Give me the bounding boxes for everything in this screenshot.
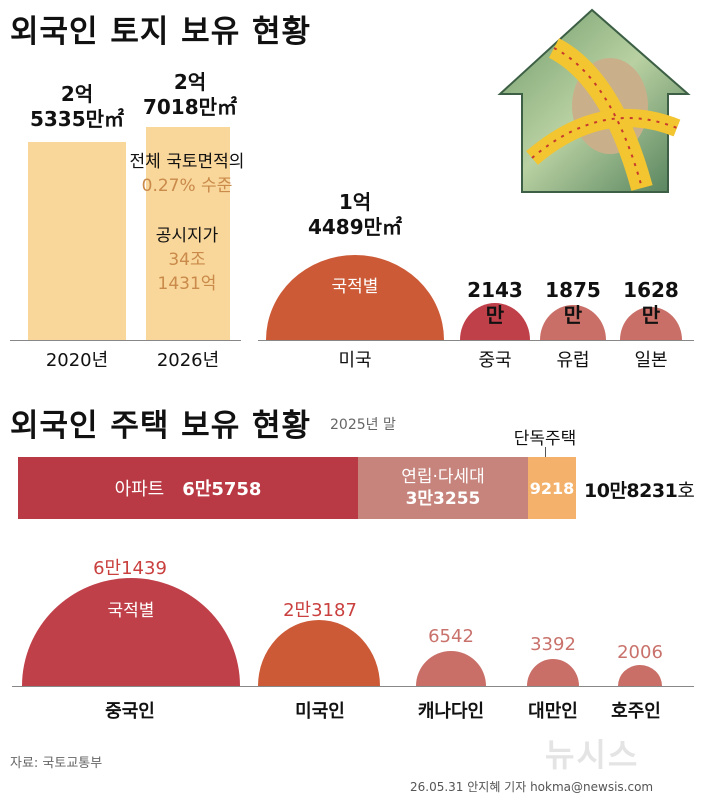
housing-axis-line (12, 686, 694, 687)
dome-house-taiwan (527, 659, 579, 686)
house-usa-value: 2만3187 (283, 600, 357, 621)
land-cat-usa: 미국 (338, 350, 372, 371)
credit-text: 26.05.31 안지혜 기자 hokma@newsis.com (410, 780, 654, 794)
house-taiwan-value: 3392 (530, 634, 576, 655)
land-cat-china: 중국 (478, 350, 512, 371)
segment-apartment-name: 아파트 (114, 479, 165, 500)
dome-land-usa (266, 255, 444, 340)
land-china-value: 2143만 (467, 278, 523, 327)
land-usa-value: 1억 4489만㎡ (300, 190, 410, 240)
annotation-price-1: 34조 (168, 250, 206, 270)
housing-total: 10만8231호 (584, 476, 695, 503)
bar-2020-value-line1: 2억 (60, 82, 94, 106)
segment-rowhouse-value: 3만3255 (405, 489, 481, 509)
land-title: 외국인 토지 보유 현황 (10, 14, 312, 50)
dome-house-usa (258, 620, 380, 686)
dome-house-canada (416, 651, 486, 686)
land-axis-line (10, 340, 241, 341)
detached-callout: 단독주택 (513, 429, 577, 449)
house-cat-canada: 캐나다인 (417, 701, 485, 722)
house-cat-china: 중국인 (105, 701, 155, 722)
bar-2026-value-line2: 7018만㎡ (142, 95, 238, 119)
house-australia-value: 2006 (617, 642, 663, 663)
segment-detached-value: 9218 (529, 478, 575, 498)
bar-2020-value-line2: 5335만㎡ (29, 107, 125, 131)
year-2026: 2026년 (156, 350, 220, 371)
housing-subtitle: 2025년 말 (330, 417, 396, 433)
land-nationality-label: 국적별 (331, 277, 379, 297)
annotation-line1: 전체 국토면적의 (129, 152, 245, 172)
newsis-logo: 뉴시스 (545, 736, 640, 774)
house-money-illustration (492, 8, 692, 198)
land-usa-value-line2: 4489만㎡ (307, 215, 403, 239)
housing-total-unit: 호 (677, 480, 695, 502)
land-cat-japan: 일본 (634, 350, 668, 371)
source-text: 자료: 국토교통부 (10, 756, 103, 771)
dome-house-china (22, 578, 240, 686)
bar-2026 (146, 127, 230, 340)
year-2020: 2020년 (45, 350, 109, 371)
annotation-share: 0.27% 수준 (141, 176, 233, 196)
land-annotation: 전체 국토면적의 0.27% 수준 공시지가 34조 1431억 (112, 150, 262, 296)
segment-apartment: 아파트 6만5758 (18, 457, 358, 519)
annotation-price-2: 1431억 (157, 274, 217, 294)
house-cat-usa: 미국인 (295, 701, 345, 722)
land-japan-value: 1628만 (623, 278, 679, 327)
bar-2026-value: 2억 7018만㎡ (140, 70, 240, 120)
land-europe-value: 1875만 (545, 278, 601, 327)
housing-nationality-label: 국적별 (107, 601, 155, 621)
house-cat-taiwan: 대만인 (528, 701, 578, 722)
land-usa-value-line1: 1억 (338, 190, 372, 214)
house-cat-australia: 호주인 (611, 701, 661, 722)
land-nationality-axis (258, 340, 694, 341)
segment-rowhouse: 연립·다세대 3만3255 (358, 457, 528, 519)
detached-callout-line (545, 447, 546, 459)
house-canada-value: 6542 (428, 626, 474, 647)
bar-2020-value: 2억 5335만㎡ (20, 82, 134, 132)
housing-total-value: 10만8231 (584, 480, 678, 502)
annotation-line3: 공시지가 (155, 226, 219, 246)
segment-rowhouse-name: 연립·다세대 (401, 467, 485, 487)
bar-2020 (28, 142, 126, 340)
segment-detached: 9218 (528, 457, 576, 519)
land-cat-europe: 유럽 (556, 350, 590, 371)
bar-2026-value-line1: 2억 (173, 70, 207, 94)
dome-house-australia (618, 665, 662, 686)
segment-apartment-value: 6만5758 (182, 479, 262, 500)
housing-title: 외국인 주택 보유 현황 (10, 408, 312, 444)
house-china-value: 6만1439 (93, 558, 167, 579)
